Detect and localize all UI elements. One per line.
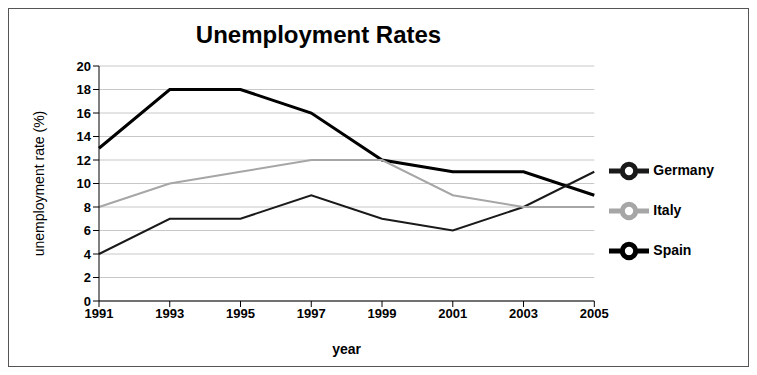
svg-text:1997: 1997 (297, 306, 326, 321)
svg-text:year: year (332, 341, 361, 357)
svg-text:0: 0 (84, 294, 91, 309)
svg-text:12: 12 (77, 153, 91, 168)
svg-text:1993: 1993 (155, 306, 184, 321)
svg-text:2001: 2001 (438, 306, 467, 321)
svg-text:2003: 2003 (509, 306, 538, 321)
svg-text:20: 20 (77, 61, 91, 74)
html-text:Italy: Italy (653, 201, 682, 218)
svg-text:18: 18 (77, 82, 91, 97)
svg-text:1995: 1995 (226, 306, 255, 321)
html-text:Germany: Germany (653, 161, 714, 178)
svg-text:1991: 1991 (84, 306, 114, 322)
svg-text:10: 10 (77, 176, 91, 191)
svg-text:8: 8 (84, 200, 91, 215)
svg-text:2: 2 (84, 270, 91, 285)
svg-text:unemployment rate (%): unemployment rate (%) (31, 111, 47, 257)
svg-text:1999: 1999 (368, 306, 397, 321)
html-text:Spain: Spain (653, 241, 692, 258)
svg-text:2005: 2005 (580, 306, 609, 321)
svg-text:14: 14 (77, 129, 92, 144)
html-text:Unemployment Rates: Unemployment Rates (195, 21, 442, 48)
svg-text:6: 6 (84, 223, 91, 238)
svg-text:16: 16 (77, 106, 91, 121)
svg-text:4: 4 (84, 247, 92, 262)
